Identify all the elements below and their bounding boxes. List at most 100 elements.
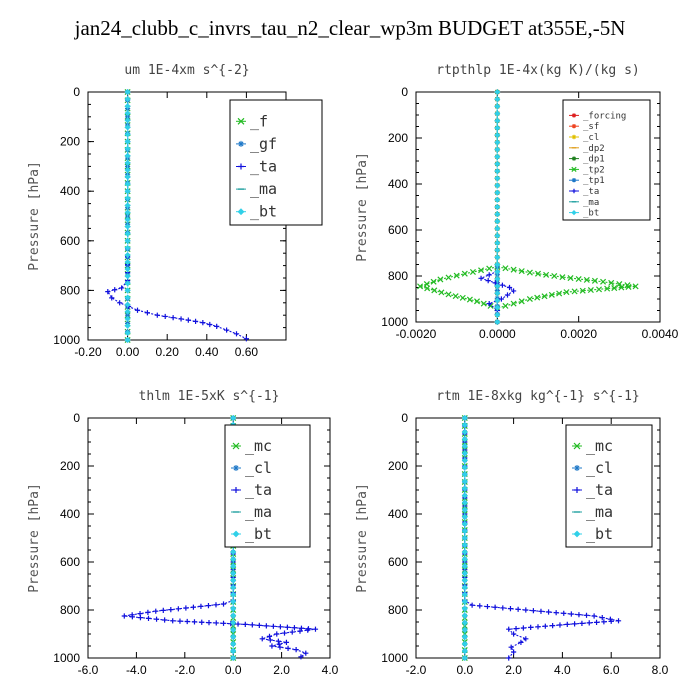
y-tick-label: 200 [60, 135, 80, 149]
data-point [230, 414, 237, 422]
data-point [494, 275, 501, 282]
legend-entry: _bt [245, 525, 272, 543]
y-tick-label: 800 [388, 603, 408, 617]
data-point [461, 429, 468, 436]
data-point [305, 627, 311, 633]
data-point [230, 640, 237, 647]
data-point [587, 287, 594, 294]
data-point [461, 443, 468, 450]
data-point [312, 626, 319, 632]
data-point [230, 633, 237, 640]
series-line [418, 266, 636, 309]
data-point [632, 283, 639, 290]
legend-marker [238, 140, 244, 147]
data-point [530, 608, 536, 614]
data-point [297, 628, 303, 634]
data-point [298, 625, 305, 631]
legend-box [562, 99, 651, 221]
data-point [461, 414, 468, 422]
data-point [494, 175, 501, 182]
legend-marker [571, 156, 577, 161]
y-tick-label: 1000 [381, 315, 408, 329]
data-point [124, 301, 131, 308]
data-point [230, 591, 237, 598]
x-tick-label: 0.0040 [642, 327, 679, 341]
data-point [461, 506, 468, 513]
data-point [506, 655, 512, 661]
x-tick-label: 4.0 [322, 663, 339, 677]
data-point [523, 607, 529, 613]
data-point [551, 272, 558, 280]
y-tick-label: 600 [388, 555, 408, 569]
data-point [124, 138, 131, 145]
data-point [153, 608, 159, 614]
x-tick-label: 0.20 [156, 345, 180, 359]
data-point [175, 606, 181, 612]
y-tick-label: 1000 [381, 651, 408, 665]
data-point [230, 654, 237, 662]
data-point [162, 617, 168, 623]
data-point [494, 124, 501, 131]
data-point [510, 266, 517, 273]
data-point [528, 624, 534, 630]
data-point [129, 614, 135, 620]
x-tick-label: 0.0000 [479, 327, 516, 341]
data-point [478, 275, 484, 281]
data-point [285, 645, 291, 651]
x-tick-label: 0.0 [225, 663, 242, 677]
legend-entry: _dp2 [583, 144, 605, 154]
legend-marker [233, 487, 239, 493]
y-tick-label: 200 [388, 459, 408, 473]
data-point [124, 124, 131, 131]
legend-entry: _bt [583, 209, 599, 219]
y-tick-label: 600 [388, 223, 408, 237]
data-point [513, 626, 519, 632]
data-point [616, 281, 623, 288]
data-point [124, 273, 131, 280]
data-point [572, 621, 578, 627]
data-point [534, 270, 542, 277]
legend-entry: _ma [586, 503, 613, 521]
data-point [494, 160, 501, 167]
data-point [518, 268, 525, 275]
data-point [608, 618, 614, 624]
data-point [170, 618, 176, 624]
data-point [230, 598, 237, 605]
data-point [124, 280, 131, 287]
data-point [105, 289, 111, 295]
y-tick-label: 1000 [53, 651, 80, 665]
data-point [134, 307, 141, 313]
data-point [494, 88, 501, 96]
data-point [494, 117, 501, 124]
data-point [124, 322, 131, 329]
data-point [124, 336, 131, 344]
data-point [281, 630, 288, 636]
data-point [494, 254, 501, 261]
data-point [504, 292, 511, 298]
data-point [461, 513, 468, 520]
data-point [461, 471, 468, 478]
data-point [494, 132, 501, 139]
data-point [461, 640, 468, 647]
data-point [568, 611, 574, 617]
data-point [431, 287, 438, 294]
y-tick-label: 200 [388, 131, 408, 145]
data-point [124, 202, 131, 209]
data-point [230, 549, 237, 556]
data-point [153, 616, 160, 622]
data-point [417, 283, 424, 290]
data-point [124, 251, 131, 258]
data-point [526, 295, 533, 303]
data-point [461, 570, 468, 577]
data-point [461, 499, 468, 506]
data-point [506, 284, 513, 291]
y-tick-label: 0 [401, 411, 408, 425]
data-point [124, 216, 131, 223]
y-axis-label: Pressure [hPa] [27, 161, 42, 271]
x-tick-label: -6.0 [78, 663, 99, 677]
legend-marker [573, 442, 581, 450]
data-point [461, 485, 468, 492]
data-point [494, 290, 501, 297]
y-tick-label: 600 [60, 555, 80, 569]
data-point [154, 312, 160, 318]
